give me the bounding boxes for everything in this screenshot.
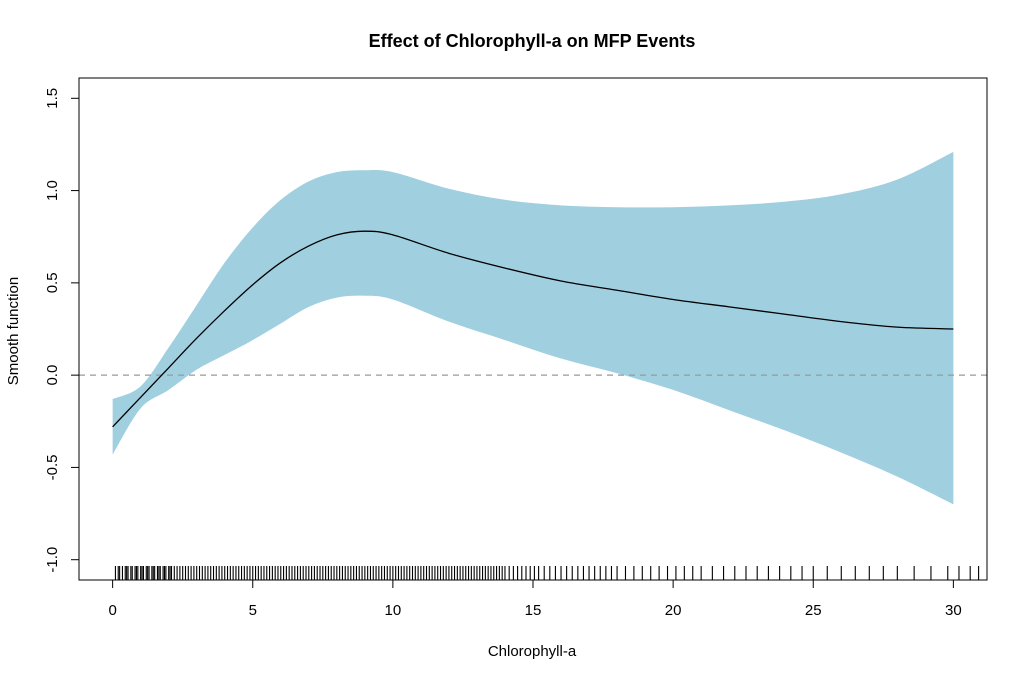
- smooth-estimate-line: [112, 230, 954, 428]
- x-tick-label: 10: [385, 602, 402, 619]
- x-axis-title: Chlorophyll-a: [488, 643, 577, 660]
- chart-title: Effect of Chlorophyll-a on MFP Events: [369, 31, 696, 51]
- x-tick-label: 30: [945, 602, 962, 619]
- y-axis: -1.0 -0.5 0.0 0.5 1.0 1.5: [44, 88, 80, 573]
- y-tick-label: 0.5: [44, 272, 61, 293]
- confidence-band: [112, 151, 954, 505]
- y-tick-label: 1.5: [44, 88, 61, 109]
- x-tick-label: 0: [108, 602, 116, 619]
- x-tick-label: 15: [525, 602, 542, 619]
- plot-area: [79, 151, 987, 580]
- y-tick-label: 1.0: [44, 180, 61, 201]
- x-tick-label: 20: [665, 602, 682, 619]
- x-tick-label: 5: [249, 602, 257, 619]
- rug-marks: [114, 566, 980, 580]
- y-tick-label: -1.0: [44, 547, 61, 573]
- x-tick-label: 25: [805, 602, 822, 619]
- y-tick-label: -0.5: [44, 454, 61, 480]
- y-axis-title: Smooth function: [5, 277, 22, 385]
- x-axis: 0 5 10 15 20 25 30: [108, 579, 962, 619]
- y-tick-label: 0.0: [44, 365, 61, 386]
